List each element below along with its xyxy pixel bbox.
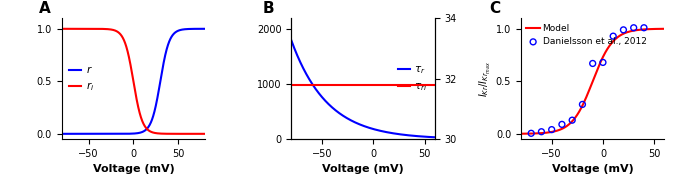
Danielsson et al., 2012 <box>597 61 608 64</box>
$\tau_{ri}$ <box>431 84 439 86</box>
Text: A: A <box>38 1 51 16</box>
$\tau_{ri}$ <box>287 84 295 86</box>
$\tau_r$ <box>399 134 408 136</box>
$\tau_r$ <box>287 39 295 41</box>
Danielsson et al., 2012 <box>546 128 557 131</box>
Model <box>575 111 583 113</box>
Model <box>615 35 623 37</box>
X-axis label: Voltage (mV): Voltage (mV) <box>92 164 174 174</box>
Danielsson et al., 2012 <box>577 103 588 106</box>
$\tau_{ri}$ <box>302 84 310 86</box>
$r$ <box>58 133 66 135</box>
$r_i$ <box>172 133 180 135</box>
Danielsson et al., 2012 <box>608 35 619 38</box>
$\tau_r$ <box>431 136 439 138</box>
X-axis label: Voltage (mV): Voltage (mV) <box>322 164 404 174</box>
Line: $r_i$: $r_i$ <box>62 29 206 134</box>
Text: C: C <box>489 1 501 16</box>
Danielsson et al., 2012 <box>556 123 567 126</box>
Legend: $r$, $r_i$: $r$, $r_i$ <box>67 62 96 95</box>
$\tau_r$ <box>345 118 353 121</box>
$\tau_{ri}$ <box>386 84 394 86</box>
$\tau_{ri}$ <box>399 84 408 86</box>
Line: Model: Model <box>521 29 664 134</box>
$r_i$ <box>72 28 80 30</box>
Danielsson et al., 2012 <box>566 119 577 122</box>
Model <box>660 28 669 30</box>
Line: $\tau_r$: $\tau_r$ <box>291 40 435 137</box>
$\tau_r$ <box>401 134 410 136</box>
$r$ <box>169 33 177 35</box>
Model <box>532 132 540 135</box>
$r_i$ <box>201 133 210 135</box>
Line: $r$: $r$ <box>62 29 206 134</box>
$r_i$ <box>116 32 124 35</box>
$r$ <box>156 81 164 83</box>
Model <box>580 101 588 103</box>
Model <box>629 30 637 32</box>
Danielsson et al., 2012 <box>536 130 547 133</box>
X-axis label: Voltage (mV): Voltage (mV) <box>552 164 634 174</box>
Y-axis label: $I_{Kr}/I_{Kr_{max}}$: $I_{Kr}/I_{Kr_{max}}$ <box>478 61 493 97</box>
Danielsson et al., 2012 <box>638 26 649 29</box>
$\tau_r$ <box>302 72 310 74</box>
$r$ <box>201 28 210 30</box>
$r_i$ <box>58 28 66 30</box>
$r$ <box>172 31 180 33</box>
$r$ <box>116 133 124 135</box>
$\tau_r$ <box>386 132 394 134</box>
Legend: $\tau_r$, $\tau_{ri}$: $\tau_r$, $\tau_{ri}$ <box>395 62 429 95</box>
Danielsson et al., 2012 <box>587 62 598 65</box>
$\tau_r$ <box>351 121 359 123</box>
$\tau_{ri}$ <box>401 84 410 86</box>
$r_i$ <box>169 133 177 135</box>
Model <box>516 133 525 135</box>
Danielsson et al., 2012 <box>618 28 629 31</box>
$r_i$ <box>121 41 129 44</box>
$r_i$ <box>156 132 164 135</box>
Legend: Model, Danielsson et al., 2012: Model, Danielsson et al., 2012 <box>525 23 647 47</box>
$r$ <box>121 133 129 135</box>
Text: B: B <box>262 1 274 16</box>
$\tau_{ri}$ <box>345 84 353 86</box>
Danielsson et al., 2012 <box>628 26 639 29</box>
Danielsson et al., 2012 <box>525 132 536 135</box>
Model <box>632 29 640 31</box>
$r$ <box>72 133 80 135</box>
$\tau_{ri}$ <box>351 84 359 86</box>
